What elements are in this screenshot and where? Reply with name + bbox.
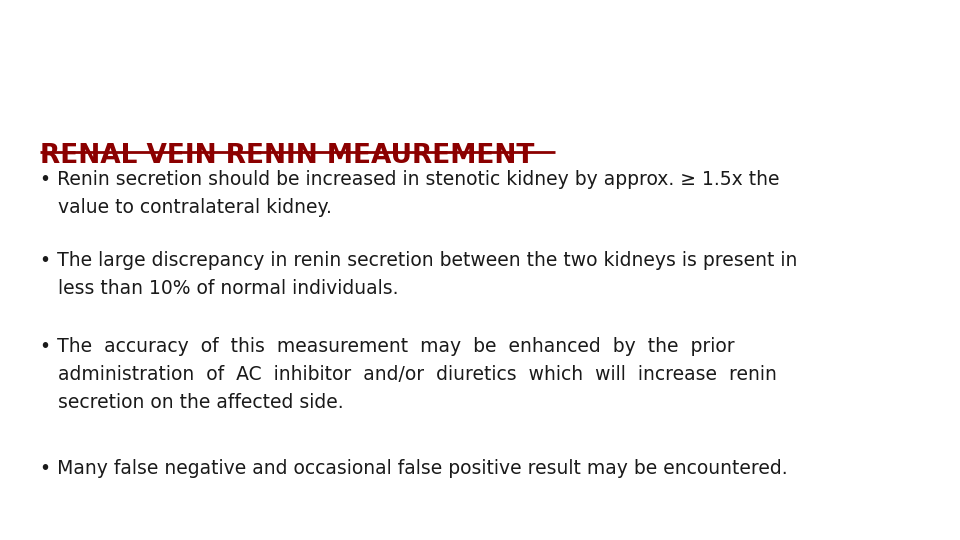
Text: RENAL VEIN RENIN MEAUREMENT: RENAL VEIN RENIN MEAUREMENT [40,143,535,169]
Text: • Renin secretion should be increased in stenotic kidney by approx. ≥ 1.5x the
 : • Renin secretion should be increased in… [40,170,780,217]
Text: • Many false negative and occasional false positive result may be encountered.: • Many false negative and occasional fal… [40,459,788,478]
Text: • The  accuracy  of  this  measurement  may  be  enhanced  by  the  prior
   adm: • The accuracy of this measurement may b… [40,338,778,413]
Text: • The large discrepancy in renin secretion between the two kidneys is present in: • The large discrepancy in renin secreti… [40,251,798,298]
